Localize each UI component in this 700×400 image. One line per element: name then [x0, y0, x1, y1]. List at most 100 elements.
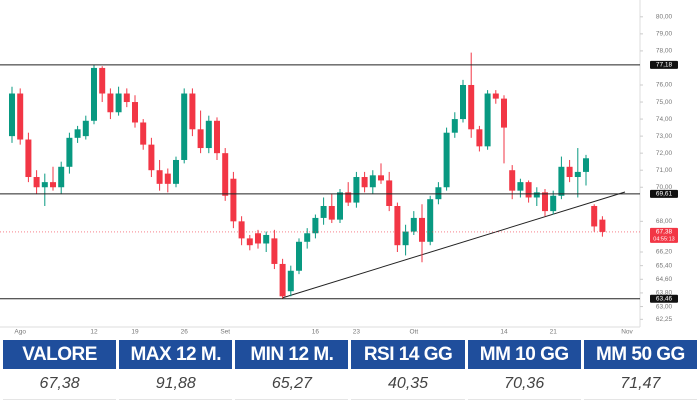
- candle-body: [173, 159, 179, 184]
- candle-body: [41, 182, 48, 188]
- y-tick-label: 74,00: [656, 116, 673, 123]
- value-cell: 71,47: [583, 369, 697, 400]
- candle-body: [591, 205, 598, 227]
- candle-body: [164, 173, 171, 184]
- candle-body: [189, 93, 196, 130]
- x-tick-label: Ott: [409, 329, 418, 336]
- candle-body: [66, 137, 73, 167]
- value-cell: 91,88: [119, 369, 233, 400]
- stats-table: VALORE MAX 12 M. MIN 12 M. RSI 14 GG MM …: [0, 340, 700, 400]
- x-tick-label: 26: [181, 329, 189, 336]
- value-cell: 65,27: [235, 369, 349, 400]
- header-cell: MM 10 GG: [467, 340, 581, 369]
- candle-body: [353, 177, 360, 203]
- candle-body: [451, 119, 458, 133]
- value-cell: 40,35: [351, 369, 465, 400]
- candle-body: [476, 129, 483, 147]
- candle-body: [9, 93, 15, 137]
- candle-body: [542, 192, 548, 212]
- candle-body: [91, 67, 97, 121]
- candle-body: [533, 192, 540, 198]
- candle-body: [255, 233, 261, 244]
- y-tick-label: 73,00: [656, 133, 673, 140]
- y-tick-label: 70,00: [656, 184, 673, 191]
- candle-body: [386, 180, 393, 206]
- level-tag: [650, 60, 678, 69]
- candle-body: [181, 93, 188, 160]
- candle-body: [132, 102, 138, 123]
- candle-body: [517, 182, 524, 191]
- x-tick-label: 21: [550, 329, 558, 336]
- candle-body: [17, 93, 24, 140]
- chart: 80,00 79,00 78,00 76,00 75,00 74,00 73,00 72,00…: [0, 0, 678, 336]
- candle-body: [156, 170, 163, 184]
- candle-body: [320, 205, 327, 218]
- candle-body: [337, 192, 343, 220]
- candle-body: [599, 219, 606, 232]
- candle-body: [58, 166, 65, 188]
- level-tag: [650, 189, 678, 198]
- candle-body: [115, 93, 122, 113]
- candle-body: [361, 177, 368, 188]
- y-tick-label: 75,00: [656, 99, 673, 106]
- candle-body: [419, 217, 425, 242]
- candle-body: [443, 132, 450, 188]
- y-tick-label: 71,00: [656, 167, 673, 174]
- candle-body: [82, 120, 89, 137]
- candle-body: [369, 175, 376, 188]
- y-tick-label: 66,20: [656, 249, 673, 256]
- last-price-tag: [650, 227, 678, 243]
- candle-body: [583, 158, 589, 172]
- candle-body: [304, 233, 311, 242]
- candle-body: [460, 84, 466, 120]
- candle-body: [214, 120, 220, 154]
- y-tick-label: 78,00: [656, 48, 673, 55]
- y-tick-label: 79,00: [656, 31, 673, 38]
- header-cell: VALORE: [3, 340, 117, 369]
- candle-body: [197, 129, 204, 149]
- y-tick-label: 64,60: [656, 276, 673, 283]
- candle-body: [328, 205, 335, 220]
- candle-body: [140, 122, 147, 145]
- candle-body: [312, 217, 319, 234]
- header-cell: MAX 12 M.: [119, 340, 233, 369]
- y-tick-label: 62,25: [656, 316, 673, 323]
- candle-body: [468, 84, 475, 130]
- level-tag: [650, 294, 678, 303]
- value-cell: 67,38: [3, 369, 117, 400]
- candle-body: [238, 221, 245, 239]
- candle-body: [427, 199, 434, 242]
- candle-body: [345, 192, 352, 203]
- y-tick-label: 76,00: [656, 82, 673, 89]
- x-tick-label: Set: [220, 329, 230, 336]
- candle-body: [287, 270, 294, 292]
- level-label: 69,61: [656, 191, 673, 198]
- x-tick-label: Ago: [14, 329, 26, 336]
- x-tick-label: Nov: [621, 329, 633, 336]
- candle-body: [263, 234, 270, 244]
- candle-body: [279, 263, 286, 297]
- candle-body: [99, 67, 106, 94]
- candle-body: [222, 153, 229, 196]
- value-row: 67,38 91,88 65,27 40,35 70,36 71,47: [3, 369, 697, 400]
- y-tick-label: 63,00: [656, 303, 673, 310]
- candle-body: [33, 177, 40, 188]
- candle-body: [525, 182, 532, 198]
- candle-body: [271, 238, 278, 264]
- y-tick-label: 68,00: [656, 218, 673, 225]
- x-tick-label: 16: [312, 329, 320, 336]
- y-tick-label: 72,00: [656, 150, 673, 157]
- candle-body: [394, 205, 401, 246]
- candle-body: [492, 93, 499, 99]
- level-label: 63,46: [656, 295, 673, 302]
- y-tick-label: 65,40: [656, 262, 673, 269]
- candle-body: [205, 120, 212, 149]
- x-tick-label: 14: [500, 329, 508, 336]
- candle-body: [501, 98, 507, 128]
- candle-body: [25, 139, 32, 178]
- candle-body: [107, 93, 114, 113]
- candle-body: [566, 166, 573, 178]
- candle-body: [230, 178, 237, 222]
- y-tick-label: 63,80: [656, 290, 673, 297]
